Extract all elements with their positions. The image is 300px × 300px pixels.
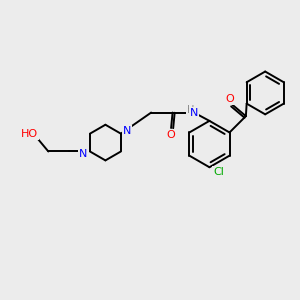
Text: N: N (79, 149, 88, 160)
Text: HO: HO (21, 129, 38, 139)
Text: Cl: Cl (213, 167, 224, 177)
Text: O: O (167, 130, 176, 140)
Text: O: O (225, 94, 234, 104)
Text: N: N (190, 108, 198, 118)
Text: H: H (187, 105, 194, 115)
Text: N: N (123, 126, 132, 136)
